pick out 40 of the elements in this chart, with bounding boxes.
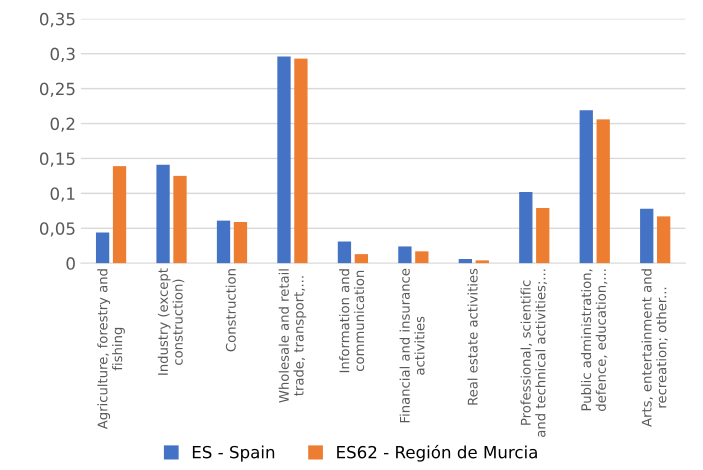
x-tick-label: Industry (except construction) — [158, 268, 184, 375]
x-tick-label: Wholesale and retail trade, transport,... — [278, 269, 306, 403]
bar — [112, 166, 126, 264]
bar — [415, 251, 428, 264]
legend-label: ES - Spain — [192, 446, 274, 462]
y-tick-label: 0,15 — [40, 152, 75, 167]
bar — [338, 242, 352, 264]
x-tick-label: Construction — [226, 269, 236, 352]
bar — [216, 220, 230, 264]
bar — [519, 192, 532, 264]
bar — [596, 119, 610, 264]
bar — [536, 208, 550, 264]
y-tick-label: 0,25 — [40, 82, 75, 97]
bar — [96, 232, 110, 264]
x-tick-label: Agriculture, forestry and fishing — [97, 269, 125, 430]
x-tick-label: Professional, scientific and technical activities;... — [520, 269, 547, 437]
bar — [458, 259, 472, 264]
legend-label: ES62 - Región de Murcia — [337, 444, 537, 462]
bar — [640, 208, 654, 264]
bar — [657, 216, 670, 264]
y-tick-label: 0 — [66, 257, 75, 270]
bar — [354, 254, 368, 264]
y-tick-label: 0,2 — [50, 118, 74, 132]
x-tick-label: Arts, entertainment and recreation; other... — [641, 269, 668, 427]
bar — [398, 246, 412, 264]
bar — [277, 56, 291, 264]
bar — [580, 110, 593, 264]
bar — [476, 260, 489, 264]
x-tick-label: Public administration, defence, education,... — [580, 269, 608, 411]
x-tick-label: Information and communication — [339, 269, 364, 372]
bar — [294, 58, 308, 264]
y-tick-label: 0,1 — [50, 187, 74, 202]
x-tick-label: Real estate activities — [467, 268, 478, 405]
y-tick-label: 0,3 — [50, 48, 75, 62]
bar — [156, 164, 170, 264]
bar — [234, 222, 248, 264]
bar — [173, 176, 187, 264]
y-tick-label: 0,05 — [40, 222, 75, 237]
x-tick-label: Financial and insurance activities — [400, 268, 425, 422]
y-tick-label: 0,35 — [40, 12, 75, 28]
